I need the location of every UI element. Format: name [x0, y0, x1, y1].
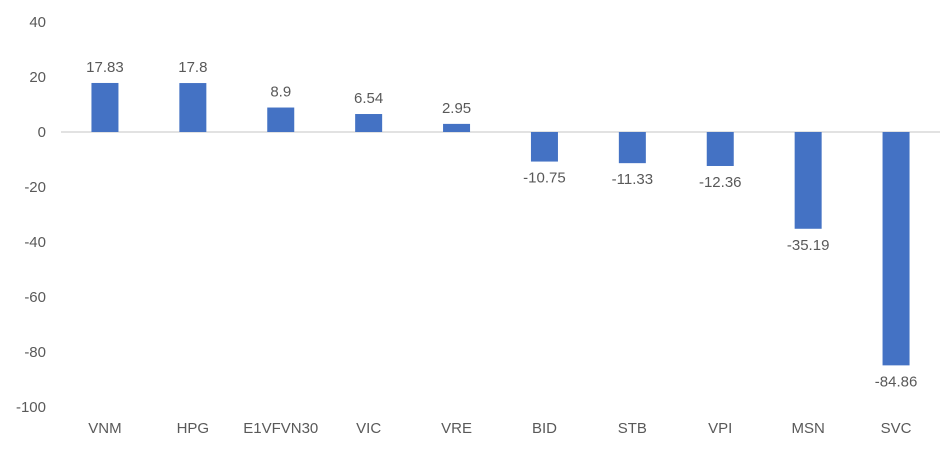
- x-tick-label: MSN: [791, 420, 824, 437]
- data-label: 2.95: [442, 100, 471, 117]
- bar-vnm: [91, 82, 119, 132]
- x-tick-label: VRE: [441, 420, 472, 437]
- x-tick-label: STB: [618, 420, 647, 437]
- x-tick-label: SVC: [881, 420, 912, 437]
- bar-e1vfvn30: [267, 107, 295, 132]
- x-tick-label: VPI: [708, 420, 732, 437]
- data-label: 8.9: [270, 84, 291, 101]
- x-tick-label: VIC: [356, 420, 381, 437]
- bar-stb: [618, 132, 646, 164]
- data-label: -84.86: [875, 373, 918, 390]
- data-label: -35.19: [787, 237, 830, 254]
- data-label: -10.75: [523, 170, 566, 187]
- bar-vpi: [706, 132, 734, 166]
- bar-svc: [882, 132, 910, 366]
- y-tick-label: -40: [24, 234, 46, 251]
- data-label: 6.54: [354, 90, 383, 107]
- bar-vic: [355, 114, 383, 132]
- x-tick-label: BID: [532, 420, 557, 437]
- data-label: -11.33: [612, 171, 653, 188]
- bar-msn: [794, 132, 822, 229]
- data-label: -12.36: [699, 174, 742, 191]
- x-tick-label: HPG: [177, 420, 210, 437]
- y-tick-label: -100: [16, 399, 46, 416]
- bar-vre: [443, 123, 471, 132]
- bar-bid: [530, 132, 558, 162]
- y-tick-label: -80: [24, 344, 46, 361]
- x-tick-label: E1VFVN30: [243, 420, 318, 437]
- x-tick-label: VNM: [88, 420, 121, 437]
- data-label: 17.8: [178, 59, 207, 76]
- y-tick-label: 0: [38, 124, 46, 141]
- bar-hpg: [179, 83, 207, 132]
- y-tick-label: 20: [29, 69, 46, 86]
- y-tick-label: 40: [29, 14, 46, 31]
- y-tick-label: -20: [24, 179, 46, 196]
- y-tick-label: -60: [24, 289, 46, 306]
- data-label: 17.83: [86, 59, 124, 76]
